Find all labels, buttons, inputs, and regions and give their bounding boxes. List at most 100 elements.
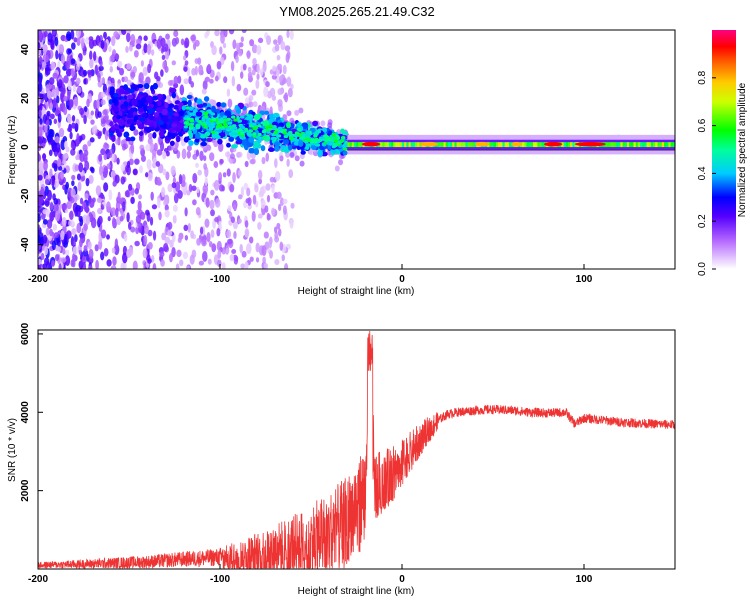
heatmap-cell (89, 58, 94, 69)
heatmap-cell (48, 149, 53, 157)
heatmap-cell (192, 42, 197, 51)
x-tick-label: 0 (399, 274, 405, 285)
heatmap-cell (84, 193, 89, 200)
heatmap-cell (611, 142, 615, 148)
heatmap-cell (189, 119, 195, 123)
heatmap-cell (247, 66, 252, 73)
heatmap-cell (149, 216, 154, 226)
heatmap-cell (178, 110, 185, 117)
heatmap-cell (353, 142, 357, 148)
heatmap-cell (408, 142, 412, 148)
heatmap-cell (38, 55, 43, 65)
heatmap-cell (128, 183, 133, 191)
heatmap-cell (210, 112, 216, 116)
heatmap-cell (248, 147, 256, 154)
heatmap-cell (306, 138, 312, 143)
heatmap-cell (230, 61, 235, 72)
heatmap-cell (247, 131, 252, 135)
heatmap-cell (189, 254, 195, 265)
heatmap-cell (42, 263, 48, 269)
heatmap-cell (70, 148, 76, 156)
heatmap-cell (70, 68, 75, 77)
heatmap-cell (67, 91, 71, 101)
heatmap-cell (38, 41, 41, 50)
heatmap-cell (207, 258, 212, 265)
heatmap-cell (263, 110, 270, 115)
heatmap-cell (287, 144, 293, 151)
heatmap-cell (136, 83, 144, 89)
heatmap-cell (111, 135, 116, 142)
heatmap-cell (126, 62, 132, 70)
heatmap-cell (126, 248, 132, 258)
heatmap-cell (237, 119, 242, 123)
heatmap-cell (86, 69, 93, 75)
heatmap-cell (153, 142, 158, 152)
heatmap-cell (219, 132, 226, 138)
heatmap-cell (412, 142, 416, 148)
heatmap-cell (203, 96, 210, 102)
heatmap-cell (189, 124, 194, 128)
heatmap-cell (76, 86, 82, 94)
heatmap-cell (276, 54, 281, 61)
heatmap-cell (284, 45, 291, 52)
heatmap-cell (280, 41, 286, 51)
heatmap-cell (181, 105, 187, 111)
heatmap-cell (158, 130, 165, 138)
heatmap-cell (314, 137, 319, 141)
heatmap-cell (69, 131, 73, 140)
heatmap-cell (274, 158, 278, 168)
heatmap-cell (249, 39, 255, 47)
heatmap-cell (268, 147, 275, 152)
heatmap-cell (305, 132, 310, 137)
heatmap-cell (120, 176, 126, 185)
heatmap-cell (450, 142, 454, 148)
heatmap-cell (169, 79, 175, 86)
heatmap-cell (474, 141, 490, 147)
heatmap-cell (189, 106, 194, 110)
heatmap-cell (640, 142, 644, 148)
y-tick-label: 6000 (20, 322, 31, 345)
heatmap-cell (142, 248, 148, 259)
heatmap-cell (258, 178, 262, 185)
heatmap-cell (197, 57, 202, 65)
heatmap-cell (165, 171, 170, 181)
heatmap-cell (68, 220, 72, 227)
heatmap-cell (83, 115, 87, 125)
heatmap-cell (289, 133, 295, 137)
heatmap-cell (196, 186, 200, 193)
heatmap-cell (186, 145, 192, 152)
heatmap-cell (59, 103, 64, 112)
heatmap-cell (290, 202, 295, 209)
heatmap-cell (55, 141, 61, 153)
heatmap-cell (259, 68, 264, 77)
heatmap-cell (103, 31, 107, 39)
y-tick-label: 20 (20, 92, 31, 104)
heatmap-cell (184, 115, 189, 119)
heatmap-cell (161, 54, 166, 61)
heatmap-cell (296, 127, 302, 131)
heatmap-cell (165, 150, 170, 157)
heatmap-cell (313, 140, 318, 144)
heatmap-cell (83, 245, 88, 252)
heatmap-cell (260, 145, 266, 152)
heatmap-cell (176, 115, 182, 122)
heatmap-cell (145, 209, 150, 216)
heatmap-cell (180, 38, 185, 46)
heatmap-cell (273, 226, 278, 234)
heatmap-cell (206, 232, 211, 243)
heatmap-cell (262, 256, 266, 264)
heatmap-cell (190, 34, 196, 42)
heatmap-cell (209, 78, 214, 84)
heatmap-cell (120, 164, 126, 172)
heatmap-cell (147, 63, 152, 74)
heatmap-cell (327, 122, 333, 129)
heatmap-cell (109, 89, 115, 96)
heatmap-cell (108, 189, 113, 201)
heatmap-cell (207, 63, 211, 72)
heatmap-cell (257, 222, 262, 230)
heatmap-cell (55, 49, 59, 60)
heatmap-cell (633, 142, 637, 148)
heatmap-cell (152, 230, 157, 241)
heatmap-cell (261, 156, 266, 165)
heatmap-cell (245, 116, 250, 121)
